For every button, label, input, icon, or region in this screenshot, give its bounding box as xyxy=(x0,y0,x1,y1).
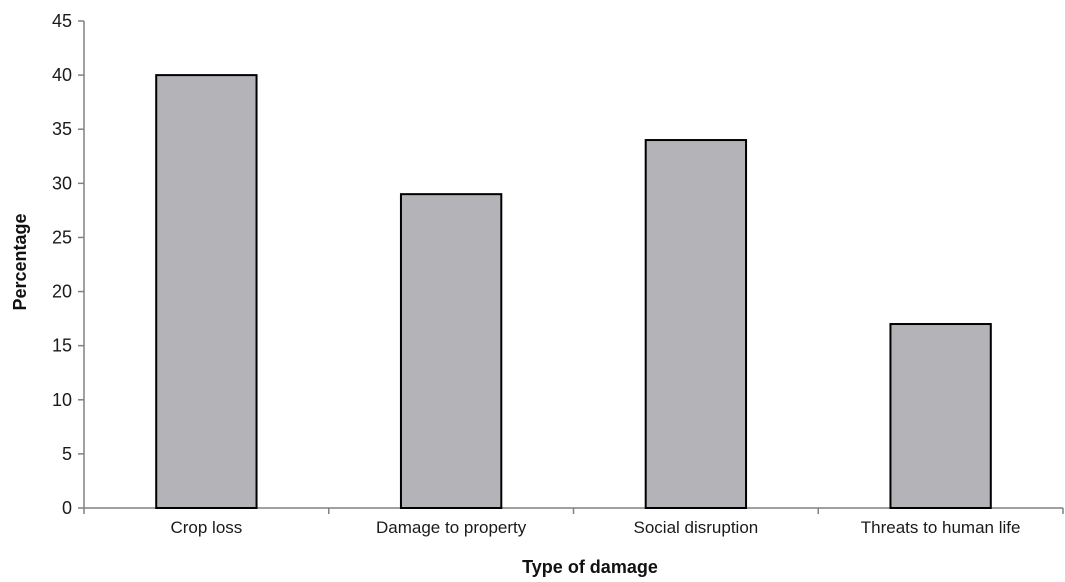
x-tick-label: Social disruption xyxy=(634,518,759,537)
y-tick-label: 40 xyxy=(52,65,72,85)
bar xyxy=(889,323,992,509)
y-tick-label: 15 xyxy=(52,336,72,356)
y-tick-label: 30 xyxy=(52,173,72,193)
bar xyxy=(399,193,503,509)
y-axis: 0 5 10 15 20 25 30 35 40 45 xyxy=(52,11,85,518)
bar xyxy=(644,139,748,510)
x-axis: Crop loss Damage to property Social disrup… xyxy=(83,507,1064,537)
x-axis-title: Type of damage xyxy=(522,557,658,577)
bars xyxy=(155,74,992,510)
x-tick-label: Threats to human life xyxy=(861,518,1021,537)
y-axis-title: Percentage xyxy=(10,213,30,310)
x-tick-label: Crop loss xyxy=(170,518,242,537)
bar xyxy=(155,74,258,509)
x-tick-label: Damage to property xyxy=(376,518,527,537)
y-tick-label: 35 xyxy=(52,119,72,139)
y-tick-label: 20 xyxy=(52,282,72,302)
y-tick-label: 10 xyxy=(52,390,72,410)
y-tick-label: 25 xyxy=(52,227,72,247)
y-tick-label: 5 xyxy=(62,444,72,464)
y-tick-label: 45 xyxy=(52,11,72,31)
y-tick-label: 0 xyxy=(62,498,72,518)
